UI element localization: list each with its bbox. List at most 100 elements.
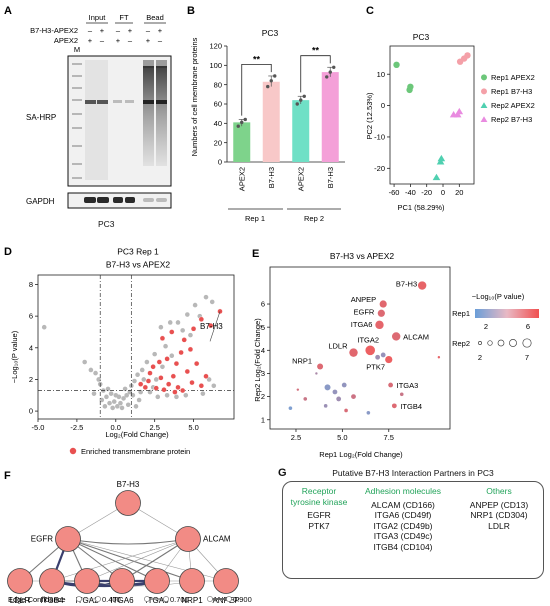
bubble bbox=[380, 352, 386, 358]
legend-label: Rep1 B7-H3 bbox=[491, 87, 532, 96]
legend-enriched-marker bbox=[69, 447, 77, 455]
replicate-point bbox=[332, 65, 336, 69]
network-edge bbox=[67, 538, 158, 582]
lane-group-labels: Input FT Bead bbox=[89, 13, 164, 22]
partner-item: EGFR bbox=[307, 510, 331, 520]
y-tick-label: 2 bbox=[29, 375, 33, 384]
y-tick-label: 2 bbox=[261, 392, 265, 401]
bubble-alcam bbox=[391, 332, 401, 341]
column-others: Others ANPEP (CD13) NRP1 (CD304) LDLR bbox=[459, 486, 539, 531]
bubble-ptk7 bbox=[375, 354, 381, 360]
bubble-nrp1 bbox=[317, 363, 324, 370]
y-tick-label: -10 bbox=[374, 133, 385, 142]
bubble-label: NRP1 bbox=[292, 357, 312, 366]
other-protein-point bbox=[183, 392, 189, 398]
panel-f-letter: F bbox=[4, 470, 11, 482]
y-tick-label: 6 bbox=[261, 300, 265, 309]
x-tick-label: -60 bbox=[389, 188, 400, 197]
other-protein-point bbox=[132, 378, 137, 384]
other-protein-point bbox=[163, 343, 168, 349]
other-protein-point bbox=[138, 389, 143, 395]
node-nrp1 bbox=[179, 568, 205, 594]
other-protein-point bbox=[144, 359, 150, 365]
edge-confidence-label: Edge Confidence bbox=[8, 595, 66, 604]
x-tick-label: 5.0 bbox=[337, 433, 347, 442]
other-protein-point bbox=[104, 394, 109, 400]
panel-a-blot: A Input FT Bead B7-H3-APEX2 APEX2 M – + … bbox=[4, 5, 172, 209]
partner-item: ALCAM (CD166) bbox=[371, 499, 435, 510]
node-label: ALCAM bbox=[203, 535, 231, 544]
node-anpep bbox=[213, 568, 239, 594]
legend: Rep1 APEX2 Rep1 B7-H3 Rep2 APEX2 Rep2 B7-H3 bbox=[480, 73, 535, 124]
bubble-label: ALCAM bbox=[403, 332, 429, 341]
bubble bbox=[385, 355, 393, 364]
x-tick-label: -2.5 bbox=[70, 423, 83, 432]
node-label: NRP1 bbox=[181, 596, 203, 605]
chart-title: PC3 bbox=[262, 28, 279, 38]
gapdh-label: GAPDH bbox=[26, 197, 55, 206]
category-label: B7-H3 bbox=[267, 167, 276, 188]
partner-item: ITGA6 (CD49f) bbox=[374, 510, 432, 520]
panel-e-letter: E bbox=[252, 248, 259, 260]
other-protein-point bbox=[152, 351, 157, 357]
node-alcam bbox=[175, 526, 201, 552]
x-axis-label: Rep1 Log₂(Fold Change) bbox=[319, 450, 403, 459]
x-tick-label: 7.5 bbox=[384, 433, 394, 442]
x-tick-label: 5.0 bbox=[188, 423, 198, 432]
data-point bbox=[455, 107, 464, 115]
blot-cell-line: PC3 bbox=[98, 219, 115, 229]
other-protein-point bbox=[155, 394, 161, 400]
y-tick-label: 4 bbox=[261, 346, 265, 355]
y-axis-label: Rep2 Log₂(Fold Change) bbox=[253, 318, 262, 402]
network-edge bbox=[67, 538, 189, 545]
y-tick-label: 0 bbox=[29, 407, 33, 416]
node-label: ITGA2 bbox=[75, 596, 99, 605]
column-header: Others bbox=[459, 486, 539, 497]
lane-6-b7h3-sign: + bbox=[158, 26, 163, 35]
replicate-point bbox=[273, 74, 277, 78]
enriched-protein-point bbox=[203, 373, 209, 379]
edge-value-0900: 0.900 bbox=[233, 595, 252, 604]
replicate-point bbox=[269, 79, 273, 83]
partner-item: ITGA2 (CD49b) bbox=[373, 520, 433, 531]
y-tick-label: 8 bbox=[29, 280, 33, 289]
replicate-point bbox=[243, 117, 247, 122]
panel-b-bar-chart: B PC3 Numbers of cell membrane proteins … bbox=[187, 5, 345, 223]
node-label: ITGB4 bbox=[40, 596, 64, 605]
panel-a-letter: A bbox=[4, 5, 12, 17]
plot-frame bbox=[37, 274, 235, 420]
other-protein-point bbox=[203, 294, 209, 300]
edge-value-0700: 0.700 bbox=[170, 595, 189, 604]
y-tick-label: 100 bbox=[209, 61, 222, 70]
partner-item: ITGA3 (CD49c) bbox=[373, 531, 433, 541]
other-protein-point bbox=[122, 386, 128, 392]
other-protein-point bbox=[169, 353, 175, 359]
enriched-protein-point bbox=[159, 335, 166, 341]
other-protein-point bbox=[118, 400, 123, 406]
other-protein-point bbox=[160, 364, 165, 370]
sa-hrp-label: SA-HRP bbox=[26, 113, 56, 122]
color-tick-high: 6 bbox=[526, 322, 530, 331]
enriched-protein-point bbox=[172, 389, 178, 395]
y-tick-label: -20 bbox=[374, 164, 385, 173]
other-protein-point bbox=[111, 399, 117, 404]
network-edge bbox=[67, 538, 193, 582]
other-protein-point bbox=[130, 392, 136, 398]
other-protein-point bbox=[164, 392, 170, 398]
enriched-protein-point bbox=[164, 356, 170, 362]
enriched-protein-point bbox=[193, 360, 200, 367]
legend-marker bbox=[480, 116, 488, 122]
column-adhesion: Adhesion molecules ALCAM (CD166) ITGA6 (… bbox=[353, 486, 453, 552]
other-protein-point bbox=[102, 404, 108, 409]
y-tick-label: 3 bbox=[261, 369, 265, 378]
edge-value-0400: 0.400 bbox=[102, 595, 121, 604]
bubble bbox=[437, 356, 441, 359]
size-legend-rep: Rep2 bbox=[452, 339, 470, 348]
enriched-protein-point bbox=[187, 346, 194, 353]
bubble-itga3 bbox=[388, 382, 394, 388]
other-protein-point bbox=[96, 377, 101, 382]
replicate-point bbox=[325, 75, 329, 79]
y-tick-label: 1 bbox=[261, 415, 265, 424]
other-protein-point bbox=[115, 404, 120, 409]
data-point bbox=[393, 61, 400, 69]
